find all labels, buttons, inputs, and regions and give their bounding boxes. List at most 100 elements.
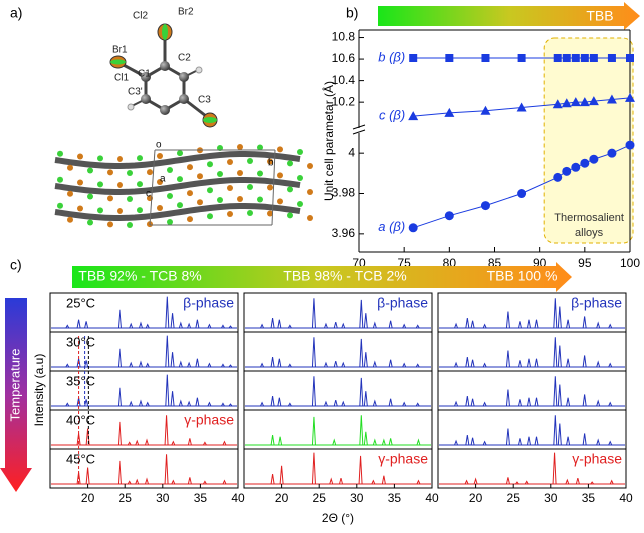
peak [454,439,459,446]
peak [415,402,420,407]
phase-label: γ-phase [378,451,428,467]
halogen [237,144,243,151]
point [589,154,599,164]
point [589,54,598,62]
peak [465,396,470,407]
pattern-frame [437,448,627,489]
halogen [117,155,123,162]
peak [164,454,169,485]
halogen [97,207,103,214]
halogen [137,181,143,188]
halogen [287,160,293,167]
peak [470,320,475,329]
peak [505,389,510,407]
halogen [297,149,303,156]
peak [534,397,539,407]
halogen [297,175,303,182]
point [516,102,527,112]
halogen [137,155,143,162]
halogen [257,196,263,203]
halogen [267,210,273,217]
peak [277,397,282,407]
unit-cell [149,149,156,226]
peak [565,478,570,485]
peak [608,323,613,329]
peak [222,440,227,446]
halogen [277,146,283,153]
peak [596,399,601,407]
halogen [157,152,163,159]
atom-label: C3' [128,87,143,98]
peak [178,360,183,368]
peak [465,318,470,329]
peak [596,360,601,368]
halogen [77,179,83,186]
point [562,54,571,62]
peak [195,358,200,368]
point [408,223,418,233]
peak [170,352,175,368]
halogen [57,202,63,209]
halogen [287,186,293,193]
peak [85,467,90,485]
peak [464,479,469,485]
peak [145,477,149,485]
temperature: 40°C [66,412,95,427]
peak [596,438,601,446]
peak [359,299,364,329]
halogen [227,185,233,192]
peak [608,401,613,407]
x-tick-label: 30 [350,491,364,505]
peak [566,319,571,329]
peak [170,313,175,329]
peak [145,401,150,407]
halogen [127,195,133,202]
pattern-frame [243,448,433,489]
peak [195,319,200,329]
point [553,172,563,182]
peak [517,321,522,329]
peak [388,438,393,446]
halogen [247,210,253,217]
halogen [207,187,213,194]
halogen [307,163,313,170]
peak [202,441,207,446]
peak [557,384,562,407]
peak [553,337,558,368]
peak [311,416,316,446]
phase-label: β-phase [183,295,234,311]
halogen [177,202,183,209]
point [444,107,455,117]
peak [534,436,539,446]
peak [221,363,225,368]
peak [608,362,613,368]
halogen [187,216,193,223]
x-tick-label: 100 [620,256,640,270]
peak [207,401,212,407]
phase-label: β-phase [377,295,428,311]
highlight-label: Thermosalient [554,212,624,224]
y-tick-label: 3.98 [332,186,356,200]
peak [470,398,475,407]
cell-label: a [160,174,166,185]
peak [575,477,580,485]
peak [311,337,316,368]
peak [221,324,225,329]
point [607,54,616,62]
pattern-frame [243,409,433,450]
peak [524,480,529,485]
peak [195,397,200,407]
banner-arrow [378,2,640,30]
peak [557,306,562,329]
point [517,189,527,199]
halogen [107,221,113,228]
x-tick-label: 35 [388,491,402,505]
peak [341,322,346,329]
peak [311,298,316,329]
halogen [287,212,293,219]
composition-label: TBB 98% - TCB 2% [283,268,406,284]
temperature: 30°C [66,334,95,349]
halogen [237,170,243,177]
halogen [67,216,73,223]
